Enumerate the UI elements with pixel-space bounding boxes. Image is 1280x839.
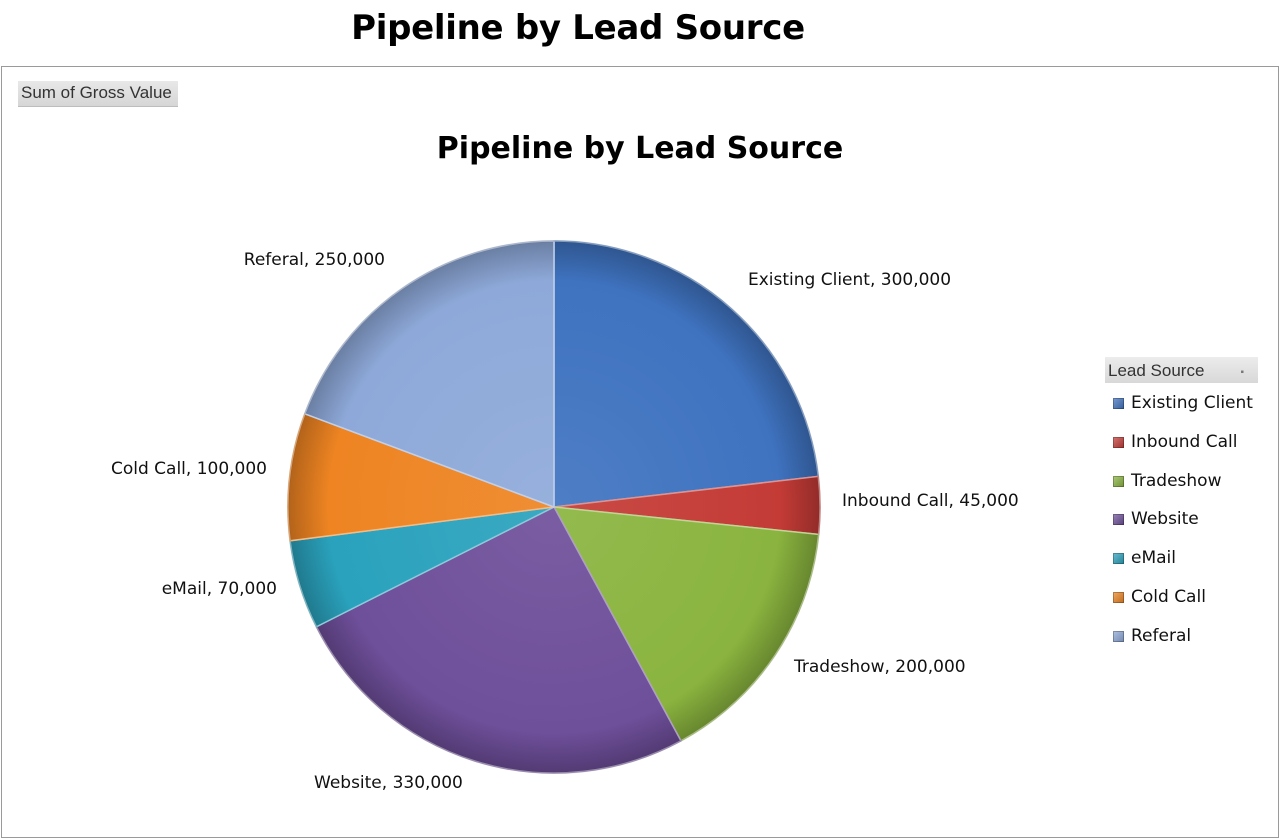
legend-item-inbound-call[interactable]: Inbound Call (1113, 432, 1253, 471)
data-label-cold-call: Cold Call, 100,000 (111, 459, 267, 479)
field-button-sum-of-gross-value[interactable]: Sum of Gross Value (18, 81, 178, 107)
legend-item-tradeshow[interactable]: Tradeshow (1113, 471, 1253, 510)
legend-field-button[interactable]: Lead Source ▪ (1105, 357, 1258, 383)
legend-label-inbound-call: Inbound Call (1131, 431, 1238, 452)
data-label-email: eMail, 70,000 (162, 579, 277, 599)
legend: Existing Client Inbound Call Tradeshow Webs… (1113, 393, 1253, 665)
data-label-website: Website, 330,000 (314, 773, 463, 793)
data-label-existing-client: Existing Client, 300,000 (748, 270, 951, 290)
legend-item-email[interactable]: eMail (1113, 548, 1253, 587)
legend-swatch-website (1113, 514, 1124, 526)
pie-slice-tradeshow[interactable] (552, 506, 820, 742)
legend-label-cold-call: Cold Call (1131, 586, 1206, 607)
legend-label-tradeshow: Tradeshow (1131, 470, 1222, 491)
legend-item-website[interactable]: Website (1113, 509, 1253, 548)
sheet-title: Pipeline by Lead Source (351, 8, 805, 48)
legend-swatch-cold-call (1113, 591, 1124, 603)
legend-swatch-existing-client (1113, 398, 1124, 409)
legend-item-existing-client[interactable]: Existing Client (1113, 393, 1253, 432)
legend-label-email: eMail (1131, 548, 1176, 569)
legend-item-referal[interactable]: Referal (1113, 626, 1253, 665)
pie-slice-referal[interactable] (303, 240, 555, 509)
legend-label-existing-client: Existing Client (1131, 393, 1253, 413)
legend-item-cold-call[interactable]: Cold Call (1113, 587, 1253, 626)
legend-label-website: Website (1131, 509, 1199, 530)
data-label-tradeshow: Tradeshow, 200,000 (793, 657, 966, 677)
pie-chart: Existing Client, 300,000 Inbound Call, 45… (111, 240, 1019, 793)
legend-label-referal: Referal (1131, 625, 1192, 646)
data-label-inbound-call: Inbound Call, 45,000 (842, 491, 1019, 511)
pie-slice-existing-client[interactable] (553, 240, 820, 508)
pie-slice-website[interactable] (315, 506, 682, 774)
legend-title: Lead Source (1108, 361, 1205, 380)
data-label-referal: Referal, 250,000 (244, 250, 385, 270)
legend-swatch-email (1113, 553, 1124, 565)
legend-swatch-referal (1113, 630, 1124, 642)
pie-outline (287, 240, 821, 774)
pie-slice-cold-call[interactable] (287, 412, 555, 542)
chart-area[interactable]: Sum of Gross Value Pipeline by Lead Sour… (1, 66, 1279, 838)
filter-dropdown-icon[interactable]: ▪ (1240, 367, 1244, 378)
legend-swatch-inbound-call (1113, 436, 1124, 448)
legend-swatch-tradeshow (1113, 475, 1124, 487)
chart-title: Pipeline by Lead Source (436, 131, 844, 166)
